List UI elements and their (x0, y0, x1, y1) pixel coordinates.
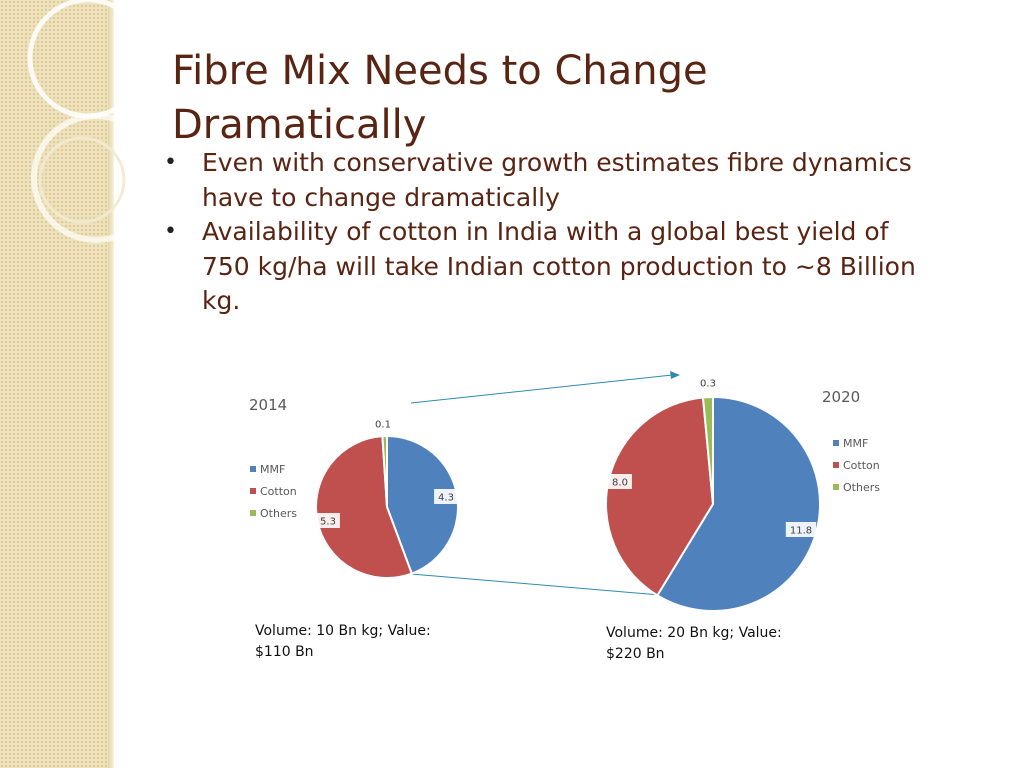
legend: MMF Cotton Others (833, 437, 880, 494)
data-label-text: 0.1 (375, 420, 391, 431)
slide-title: Fibre Mix Needs to Change Dramatically (172, 44, 972, 152)
bullet-list: Even with conservative growth estimates … (160, 146, 980, 319)
side-panel-edge (108, 0, 114, 768)
legend-entry: Others (260, 507, 297, 520)
pie-chart-2014: 4.3 5.3 0.1 2014 MMF Cotton Others (249, 396, 459, 579)
caption-2014: Volume: 10 Bn kg; Value: $110 Bn (255, 621, 431, 663)
data-label: 8.0 (608, 474, 632, 489)
caption-line: Volume: 10 Bn kg; Value: (255, 623, 431, 639)
pie-slice-others (381, 434, 388, 508)
connector-line-bottom (410, 573, 661, 596)
connector-lines (410, 371, 680, 596)
data-label-text: 0.3 (700, 379, 716, 390)
data-label-box (434, 489, 458, 504)
data-label: 0.3 (700, 379, 716, 390)
data-label: 4.3 (434, 489, 458, 504)
legend-entry: Cotton (843, 459, 880, 472)
legend-entry: MMF (260, 463, 285, 476)
title-line-1: Fibre Mix Needs to Change (172, 48, 708, 94)
bullet-line: kg. (202, 286, 241, 315)
connector-line-top (410, 374, 673, 404)
caption-line: $110 Bn (255, 644, 314, 660)
bullet-item: Even with conservative growth estimates … (160, 146, 980, 215)
pie-chart-2020: 11.8 8.0 0.3 2020 MMF Cotton Others (605, 379, 880, 612)
legend: MMF Cotton Others (250, 463, 297, 520)
bullet-line: have to change dramatically (202, 182, 560, 212)
bullet-item: Availability of cotton in India with a g… (160, 215, 980, 319)
legend-swatch (250, 466, 256, 472)
data-label-text: 8.0 (612, 478, 628, 489)
data-label-text: 5.3 (320, 517, 336, 528)
legend-entry: Others (843, 481, 880, 494)
caption-line: Volume: 20 Bn kg; Value: (606, 625, 782, 641)
data-label-box (316, 513, 340, 528)
title-line-2: Dramatically (172, 102, 427, 148)
data-label-text: 11.8 (790, 526, 812, 537)
data-label: 11.8 (785, 522, 817, 537)
pie-slice-others (701, 395, 714, 505)
chart-title: 2014 (249, 396, 287, 414)
data-label: 0.1 (375, 420, 391, 431)
arrow-head-icon (670, 371, 680, 379)
caption-line: $220 Bn (606, 646, 665, 662)
legend-swatch (250, 510, 256, 516)
legend-swatch (833, 462, 839, 468)
legend-swatch (250, 488, 256, 494)
data-label-text: 4.3 (438, 493, 454, 504)
legend-entry: Cotton (260, 485, 297, 498)
chart-title: 2020 (822, 388, 860, 406)
data-label-box (608, 474, 632, 489)
data-label-box (785, 522, 817, 537)
bullet-line: 750 kg/ha will take Indian cotton produc… (202, 251, 916, 281)
data-label: 5.3 (316, 513, 340, 528)
legend-entry: MMF (843, 437, 868, 450)
decorative-circles (27, 0, 161, 243)
legend-swatch (833, 440, 839, 446)
legend-swatch (833, 484, 839, 490)
bullet-line: Even with conservative growth estimates … (202, 148, 912, 177)
caption-2020: Volume: 20 Bn kg; Value: $220 Bn (606, 623, 782, 665)
bullet-line: Availability of cotton in India with a g… (202, 217, 889, 246)
